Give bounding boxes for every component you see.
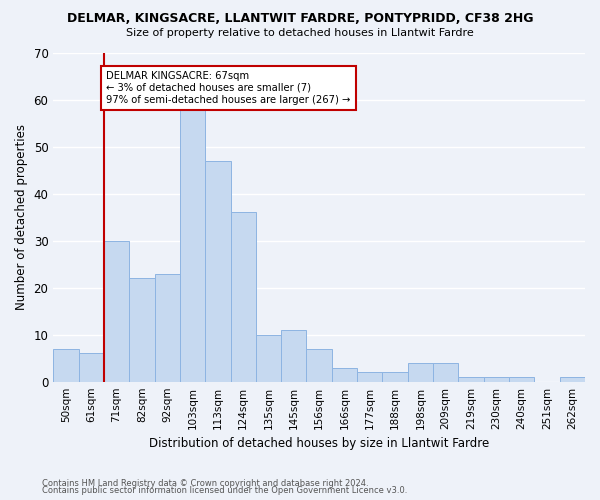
Bar	[129, 278, 155, 382]
Bar	[332, 368, 357, 382]
Bar	[104, 240, 129, 382]
Bar	[382, 372, 408, 382]
Text: DELMAR, KINGSACRE, LLANTWIT FARDRE, PONTYPRIDD, CF38 2HG: DELMAR, KINGSACRE, LLANTWIT FARDRE, PONT…	[67, 12, 533, 26]
Bar	[307, 349, 332, 382]
Bar	[560, 377, 585, 382]
Bar	[408, 363, 433, 382]
Text: DELMAR KINGSACRE: 67sqm
← 3% of detached houses are smaller (7)
97% of semi-deta: DELMAR KINGSACRE: 67sqm ← 3% of detached…	[106, 72, 351, 104]
Bar	[53, 349, 79, 382]
Bar	[458, 377, 484, 382]
Bar	[205, 160, 230, 382]
X-axis label: Distribution of detached houses by size in Llantwit Fardre: Distribution of detached houses by size …	[149, 437, 489, 450]
Bar	[509, 377, 535, 382]
Bar	[180, 109, 205, 382]
Bar	[79, 354, 104, 382]
Y-axis label: Number of detached properties: Number of detached properties	[15, 124, 28, 310]
Bar	[281, 330, 307, 382]
Bar	[433, 363, 458, 382]
Bar	[155, 274, 180, 382]
Bar	[357, 372, 382, 382]
Bar	[230, 212, 256, 382]
Bar	[256, 334, 281, 382]
Bar	[484, 377, 509, 382]
Text: Contains HM Land Registry data © Crown copyright and database right 2024.: Contains HM Land Registry data © Crown c…	[42, 478, 368, 488]
Text: Size of property relative to detached houses in Llantwit Fardre: Size of property relative to detached ho…	[126, 28, 474, 38]
Text: Contains public sector information licensed under the Open Government Licence v3: Contains public sector information licen…	[42, 486, 407, 495]
